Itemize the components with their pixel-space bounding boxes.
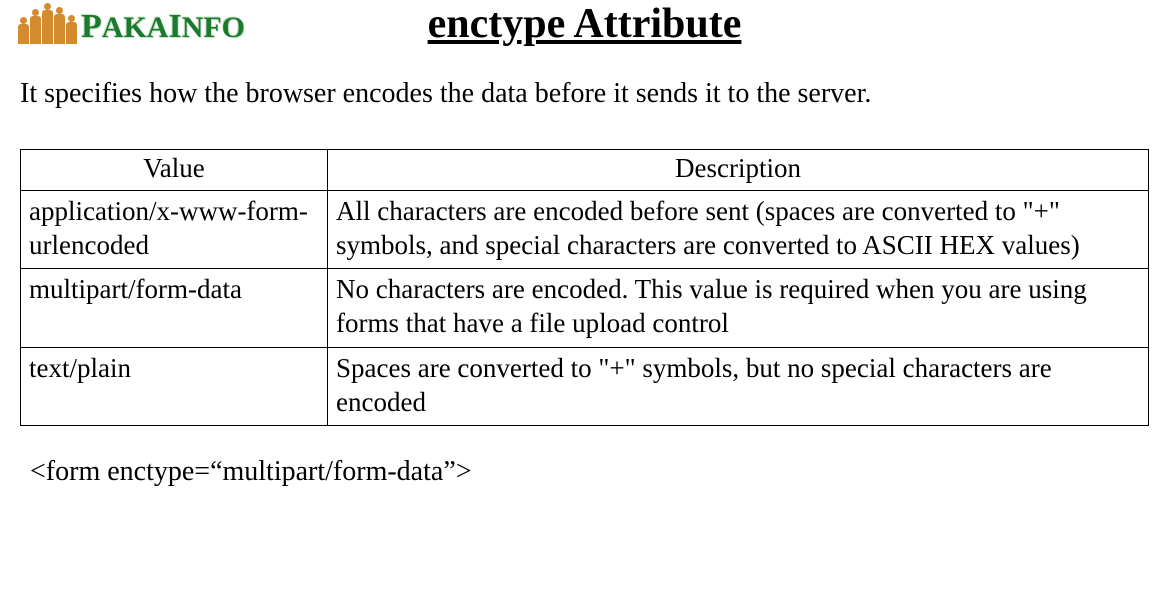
logo-text: PAKAINFO	[81, 8, 245, 46]
col-header-value: Value	[21, 150, 328, 191]
cell-description: Spaces are converted to "+" symbols, but…	[328, 347, 1149, 426]
col-header-description: Description	[328, 150, 1149, 191]
page-subtitle: It specifies how the browser encodes the…	[20, 76, 1149, 111]
cell-value: multipart/form-data	[21, 269, 328, 348]
table-row: text/plain Spaces are converted to "+" s…	[21, 347, 1149, 426]
cell-description: All characters are encoded before sent (…	[328, 190, 1149, 269]
enctype-table-wrap: Value Description application/x-www-form…	[20, 149, 1149, 426]
site-logo: PAKAINFO	[18, 8, 245, 46]
table-row: multipart/form-data No characters are en…	[21, 269, 1149, 348]
table-header-row: Value Description	[21, 150, 1149, 191]
cell-value: application/x-www-form-urlencoded	[21, 190, 328, 269]
enctype-table: Value Description application/x-www-form…	[20, 149, 1149, 426]
code-example: <form enctype=“multipart/form-data”>	[30, 456, 1149, 488]
cell-value: text/plain	[21, 347, 328, 426]
table-row: application/x-www-form-urlencoded All ch…	[21, 190, 1149, 269]
cell-description: No characters are encoded. This value is…	[328, 269, 1149, 348]
logo-figures-icon	[18, 10, 77, 44]
